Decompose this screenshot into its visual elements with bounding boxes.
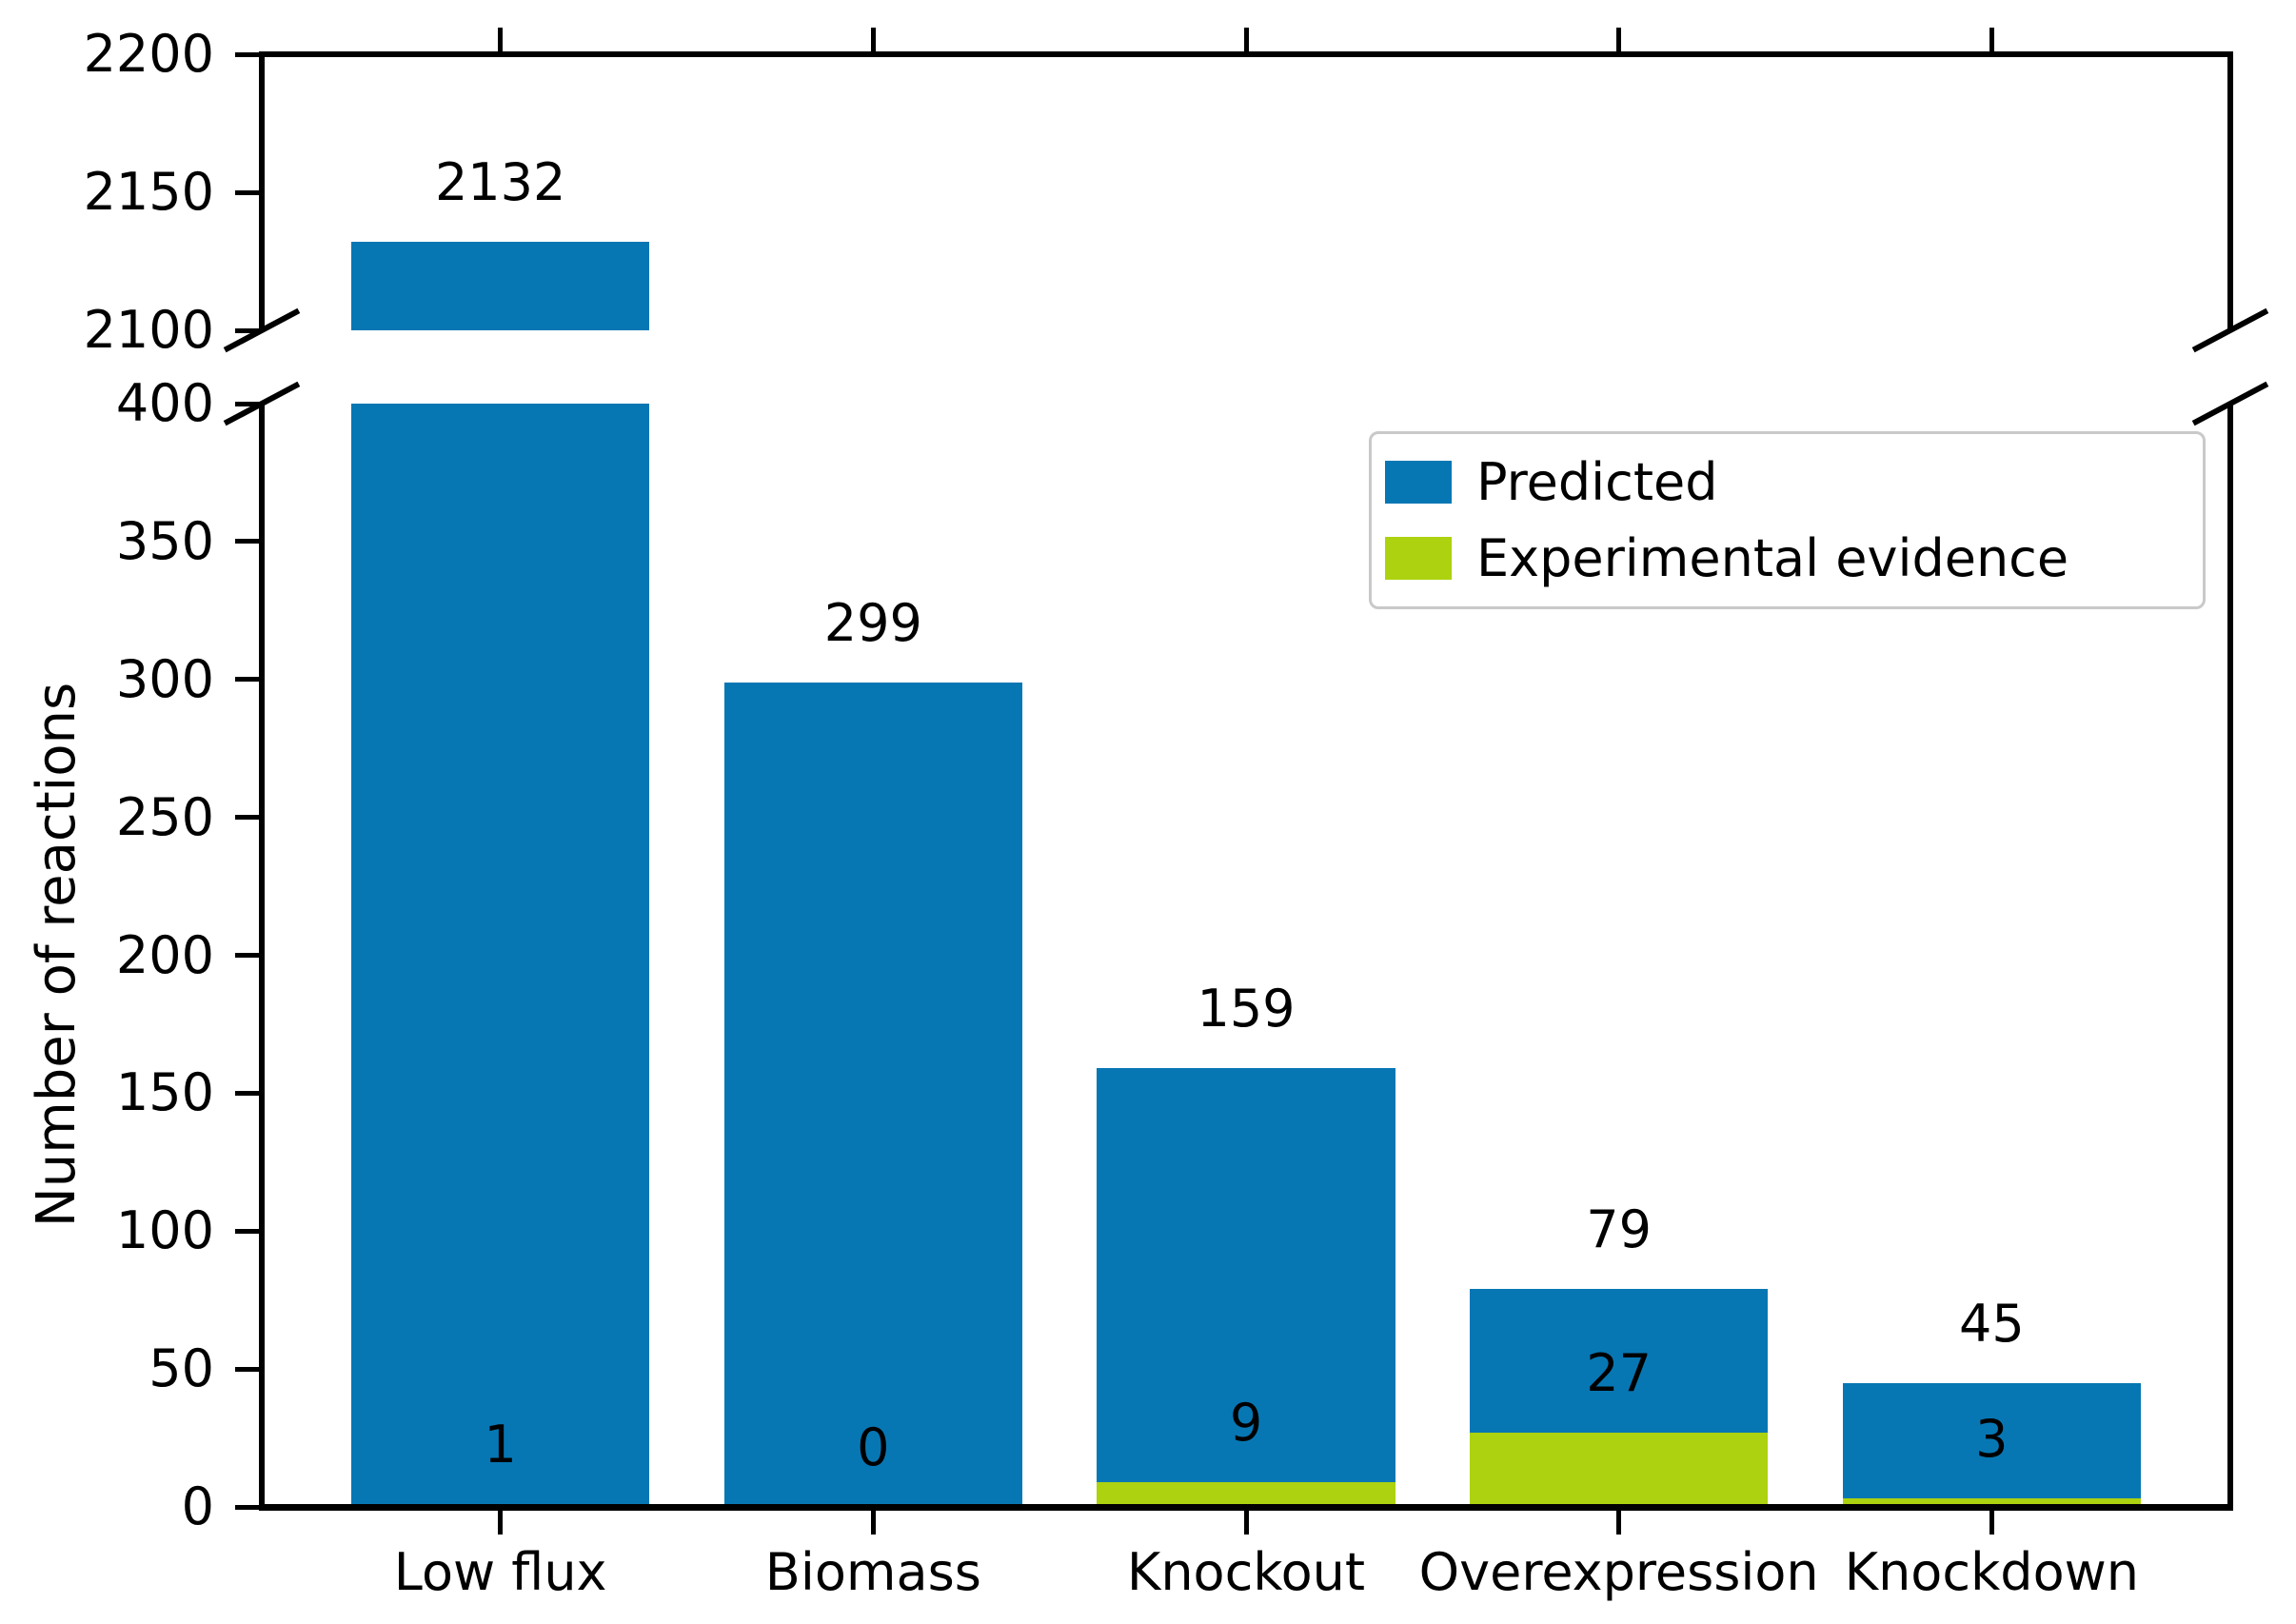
- lower-panel: [262, 404, 2230, 1507]
- upper-panel: [262, 54, 2230, 330]
- y-tick-label: 2100: [83, 300, 214, 360]
- legend-label-experimental-evidence: Experimental evidence: [1476, 527, 2069, 588]
- bar-total-label-Low flux: 2132: [434, 152, 566, 213]
- y-tick-label: 200: [115, 924, 214, 985]
- bar-total-label-Overexpression: 79: [1586, 1199, 1653, 1260]
- y-axis-label: Number of reactions: [26, 682, 88, 1228]
- bar-predicted-Low flux: [351, 404, 650, 1507]
- x-tick: [1243, 1511, 1249, 1535]
- y-tick: [235, 815, 259, 821]
- y-tick-label: 400: [115, 373, 214, 433]
- bar-evidence-label-Biomass: 0: [857, 1417, 890, 1477]
- x-tick-label-Overexpression: Overexpression: [1418, 1542, 1819, 1602]
- bar-total-label-Knockout: 159: [1197, 979, 1296, 1040]
- experimental-evidence-swatch-icon: [1385, 537, 1452, 580]
- y-tick-label: 300: [115, 648, 214, 709]
- x-tick-label-Biomass: Biomass: [764, 1542, 981, 1602]
- x-tick-top: [870, 28, 876, 51]
- legend-label-predicted: Predicted: [1476, 451, 1718, 512]
- bar-evidence-label-Overexpression: 27: [1586, 1342, 1653, 1403]
- x-tick: [1989, 1511, 1994, 1535]
- y-tick: [235, 1228, 259, 1234]
- x-tick-top: [498, 28, 504, 51]
- predicted-swatch-icon: [1385, 461, 1452, 504]
- y-tick: [235, 953, 259, 958]
- bar-evidence-label-Knockout: 9: [1229, 1392, 1263, 1453]
- legend: Predicted Experimental evidence: [1369, 431, 2206, 609]
- y-tick-label: 0: [181, 1476, 214, 1536]
- legend-item-experimental-evidence: Experimental evidence: [1385, 527, 2203, 588]
- y-tick: [235, 1090, 259, 1096]
- y-tick-label: 100: [115, 1200, 214, 1261]
- y-tick-label: 350: [115, 510, 214, 571]
- bottom-spine: [259, 1504, 2233, 1511]
- y-tick-label: 2150: [83, 162, 214, 223]
- y-tick: [235, 539, 259, 545]
- upper-left-spine: [259, 51, 265, 330]
- lower-right-spine: [2227, 404, 2233, 1511]
- bar-predicted-Knockdown: [1842, 1382, 2141, 1507]
- legend-item-predicted: Predicted: [1385, 451, 2203, 512]
- bar-predicted-upper-Low flux: [351, 242, 650, 330]
- upper-top-spine: [259, 51, 2233, 57]
- y-tick: [235, 677, 259, 683]
- bar-evidence-Overexpression: [1470, 1432, 1769, 1507]
- x-tick: [1616, 1511, 1622, 1535]
- x-tick: [870, 1511, 876, 1535]
- y-tick-label: 150: [115, 1062, 214, 1123]
- y-tick: [235, 1504, 259, 1510]
- y-tick-label: 50: [148, 1338, 214, 1399]
- x-tick-top: [1616, 28, 1622, 51]
- bar-predicted-Biomass: [723, 682, 1022, 1507]
- bar-evidence-Knockout: [1097, 1481, 1395, 1507]
- y-tick: [235, 1366, 259, 1372]
- y-tick: [235, 401, 259, 406]
- bar-predicted-Knockout: [1097, 1068, 1395, 1507]
- bar-total-label-Biomass: 299: [823, 592, 922, 653]
- y-tick: [235, 327, 259, 333]
- x-tick: [498, 1511, 504, 1535]
- y-tick-label: 2200: [83, 24, 214, 85]
- x-tick-label-Knockout: Knockout: [1126, 1542, 1366, 1602]
- x-tick-label-Low flux: Low flux: [393, 1542, 607, 1602]
- upper-right-spine: [2227, 51, 2233, 330]
- y-tick: [235, 189, 259, 195]
- bar-total-label-Knockdown: 45: [1958, 1293, 2025, 1354]
- x-tick-top: [1243, 28, 1249, 51]
- y-tick-label: 250: [115, 786, 214, 847]
- x-tick-label-Knockdown: Knockdown: [1844, 1542, 2139, 1602]
- lower-left-spine: [259, 404, 265, 1511]
- y-tick: [235, 51, 259, 57]
- bar-evidence-label-Low flux: 1: [484, 1415, 517, 1475]
- bar-evidence-Knockdown: [1842, 1498, 2141, 1507]
- x-tick-top: [1989, 28, 1994, 51]
- bar-evidence-label-Knockdown: 3: [1975, 1409, 2009, 1470]
